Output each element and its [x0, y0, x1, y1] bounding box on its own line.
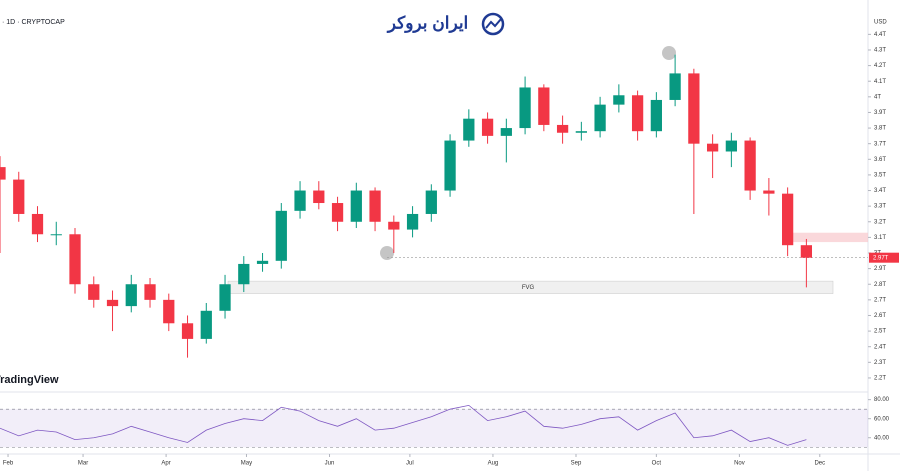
candle-body	[782, 193, 794, 246]
candle-body	[631, 95, 644, 132]
x-tick-label: Aug	[488, 461, 499, 467]
symbol-label: · 1D · CRYPTOCAP	[2, 19, 65, 26]
candle-body	[144, 284, 156, 300]
candle-body	[406, 213, 419, 230]
price-tag	[869, 252, 899, 263]
x-tick-label: May	[241, 461, 252, 467]
y-tick-label: 4T	[874, 94, 881, 100]
y-tick-label: 3.7T	[874, 141, 886, 147]
swing-low-marker	[380, 246, 394, 260]
logo-icon	[481, 12, 505, 36]
candle-body	[331, 203, 344, 222]
x-tick-label: Dec	[814, 461, 825, 467]
candle-body	[219, 284, 231, 311]
price-tag-label: 2.97T	[873, 255, 889, 261]
logo-arrow	[485, 18, 502, 29]
y-tick-label: 2.8T	[874, 282, 886, 288]
rsi-y-tick-label: 80.00	[874, 397, 890, 403]
candle-body	[294, 190, 306, 211]
candle-body	[725, 140, 737, 152]
x-tick-label: Jun	[325, 461, 335, 467]
y-tick-label: 3.5T	[874, 172, 886, 178]
x-tick-label: Apr	[161, 461, 170, 467]
x-tick-label: Feb	[3, 461, 14, 467]
y-tick-label: 2.7T	[874, 297, 886, 303]
y-tick-label: 4.3T	[874, 48, 886, 54]
candle-body	[519, 87, 531, 129]
candle-body	[238, 263, 250, 285]
candle-body	[669, 73, 681, 100]
x-tick-label: Jul	[406, 461, 414, 467]
fvg-label: FVG	[522, 285, 535, 291]
candle-body	[369, 190, 381, 222]
candle-body	[0, 167, 6, 180]
y-tick-label: 2.9T	[874, 266, 886, 272]
y-tick-label: 2.5T	[874, 329, 886, 335]
candle-body	[444, 140, 456, 191]
candle-body	[594, 104, 606, 132]
candle-body	[256, 260, 269, 264]
candle-body	[538, 87, 550, 125]
y-tick-label: 3.2T	[874, 219, 886, 225]
candle-body	[88, 284, 100, 300]
y-tick-label: 4.2T	[874, 63, 886, 69]
candle-body	[275, 210, 287, 261]
candle-body	[575, 131, 587, 133]
candle-body	[481, 118, 494, 136]
rsi-y-tick-label: 60.00	[874, 416, 890, 422]
candle-body	[31, 213, 44, 235]
x-tick-label: Nov	[734, 461, 745, 467]
candle-body	[181, 323, 194, 339]
candle-body	[763, 190, 775, 194]
candle-body	[50, 234, 62, 236]
y-tick-label: 2.2T	[874, 376, 886, 382]
currency-label: USD	[874, 20, 887, 26]
y-tick-label: 2.3T	[874, 360, 886, 366]
candle-body	[125, 284, 137, 307]
y-tick-label: 4.4T	[874, 32, 886, 38]
candle-body	[800, 245, 813, 258]
y-tick-label: 2.4T	[874, 344, 886, 350]
y-tick-label: 3.8T	[874, 126, 886, 132]
candle-body	[350, 190, 362, 222]
watermark: TradingView	[0, 374, 59, 386]
x-tick-label: Oct	[652, 461, 662, 467]
candle-body	[613, 95, 625, 105]
candle-body	[163, 299, 175, 324]
rsi-band	[0, 409, 868, 448]
candle-body	[744, 140, 756, 191]
y-tick-label: 3.1T	[874, 235, 886, 241]
swing-high-marker	[662, 46, 676, 60]
supply-zone	[785, 232, 868, 243]
candle-body	[556, 124, 569, 133]
candle-body	[650, 99, 662, 132]
y-tick-label: 3.9T	[874, 110, 886, 116]
candle-body	[706, 143, 719, 152]
candle-body	[463, 118, 475, 141]
y-tick-label: 2.6T	[874, 313, 886, 319]
y-tick-label: 3.4T	[874, 188, 886, 194]
candle-body	[425, 190, 437, 214]
rsi-line	[0, 404, 807, 446]
candle-body	[388, 221, 400, 230]
y-tick-label: 3.6T	[874, 157, 886, 163]
y-tick-label: 3.3T	[874, 204, 886, 210]
y-tick-label: 4.1T	[874, 79, 886, 85]
candle-body	[200, 310, 212, 339]
x-tick-label: Sep	[571, 461, 582, 467]
candle-body	[69, 234, 81, 285]
candle-body	[688, 73, 700, 144]
candle-body	[500, 128, 512, 136]
candle-body	[13, 179, 25, 214]
rsi-y-tick-label: 40.00	[874, 435, 890, 441]
candle-body	[106, 299, 119, 307]
candle-body	[313, 190, 325, 204]
x-tick-label: Mar	[78, 461, 88, 467]
logo-text: ایران بروکر	[386, 13, 469, 33]
